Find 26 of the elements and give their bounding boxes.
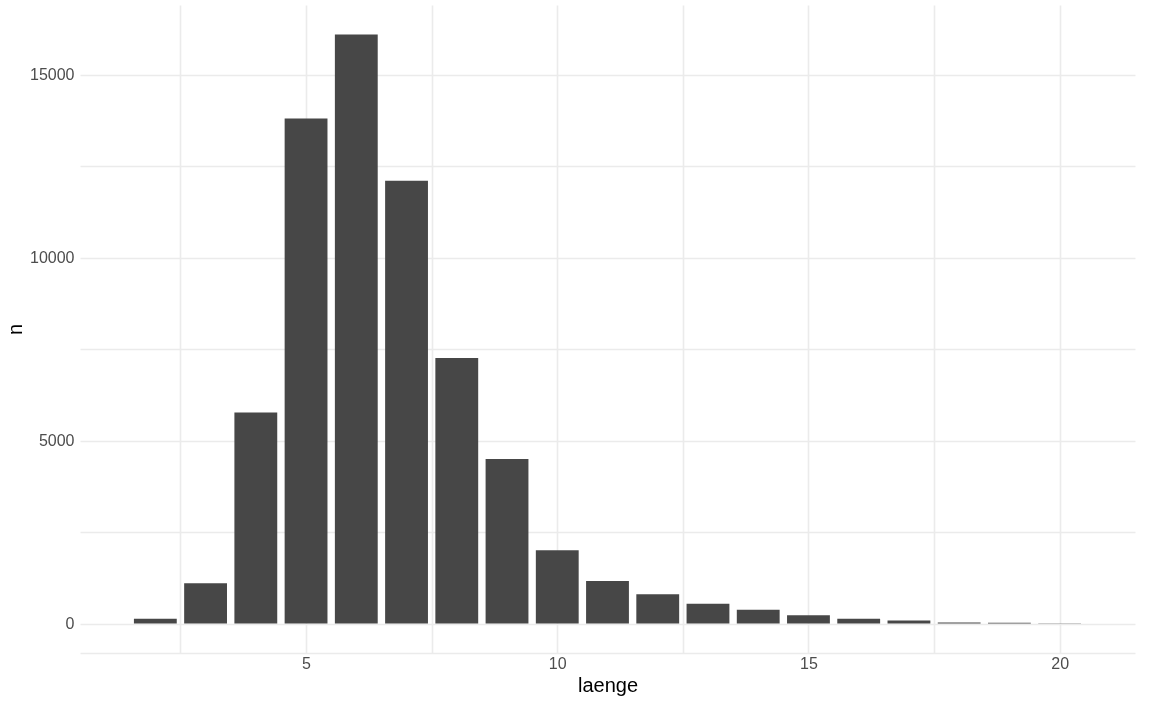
x-tick-label: 5	[302, 654, 312, 672]
bar	[133, 618, 177, 624]
y-tick-label: 5000	[38, 432, 75, 450]
bar	[435, 357, 479, 624]
bar	[636, 594, 680, 624]
bar	[837, 618, 881, 624]
x-tick-label: 20	[1051, 654, 1070, 672]
bar	[234, 412, 278, 624]
y-tick-label: 0	[65, 615, 75, 633]
y-tick-label: 15000	[30, 66, 75, 84]
bar	[736, 609, 780, 624]
bar	[586, 581, 629, 624]
x-axis-title: laenge	[577, 673, 639, 696]
bar	[334, 34, 378, 624]
x-tick-label: 15	[800, 654, 818, 672]
bar	[485, 458, 529, 624]
bar	[284, 118, 328, 624]
bar	[385, 180, 428, 624]
bar	[686, 603, 730, 624]
y-tick-label: 10000	[30, 249, 75, 267]
bar	[887, 620, 931, 624]
bar	[535, 550, 579, 624]
x-tick-label: 10	[548, 654, 567, 672]
bar	[184, 583, 227, 624]
bar	[787, 615, 830, 624]
y-axis-title: n	[4, 323, 27, 336]
